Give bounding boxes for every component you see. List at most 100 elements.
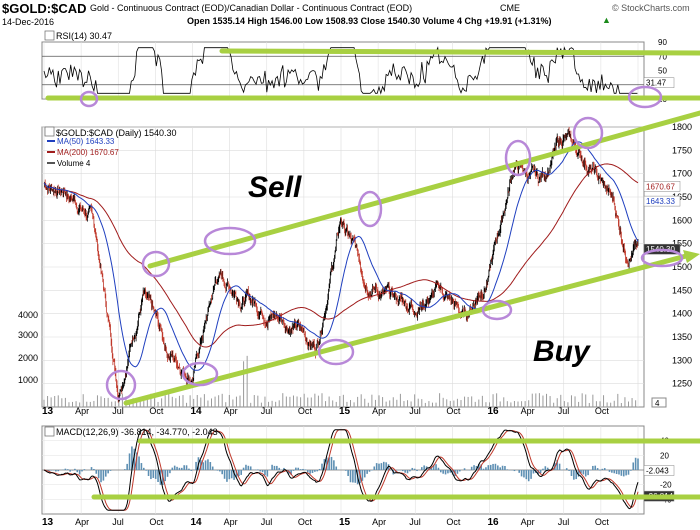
exchange-label: CME bbox=[500, 3, 520, 13]
price-y-tick-label: 1250 bbox=[672, 379, 692, 389]
rsi-y-tick-label: 90 bbox=[658, 38, 667, 47]
chart-symbol: $GOLD:$CAD bbox=[2, 1, 87, 16]
rsi-legend: RSI(14) 30.47 bbox=[56, 31, 112, 41]
price-panel: 1250 1300 1350 1400 1450 1500 1550 1600 1650 1700… bbox=[18, 122, 692, 417]
bottom-x-tick-label: Jul bbox=[112, 517, 124, 527]
buy-annotation: Buy bbox=[533, 335, 591, 368]
price-y-tick-label: 1450 bbox=[672, 285, 692, 295]
macd-legend: MACD(12,26,9) -36.814, -34.770, -2.043 bbox=[56, 427, 218, 437]
bottom-x-tick-label: Apr bbox=[75, 517, 89, 527]
price-y-tick-label: 1350 bbox=[672, 332, 692, 342]
price-x-tick-label: Jul bbox=[112, 406, 124, 416]
macd-y-tick-label: -20 bbox=[660, 481, 672, 490]
price-pivot-circle bbox=[504, 139, 532, 177]
volume-tick-label: 4000 bbox=[18, 310, 38, 320]
price-legend-title: $GOLD:$CAD (Daily) 1540.30 bbox=[56, 128, 177, 138]
bottom-x-tick-label: Oct bbox=[446, 517, 461, 527]
price-upper-channel bbox=[147, 110, 700, 269]
bottom-x-tick-label: Oct bbox=[149, 517, 164, 527]
macd-hist-last-value: -2.043 bbox=[646, 466, 669, 475]
volume-last-value: 4 bbox=[655, 399, 660, 408]
price-x-tick-label: Oct bbox=[446, 406, 461, 416]
volume-tick-label: 1000 bbox=[18, 375, 38, 385]
price-y-tick-label: 1800 bbox=[672, 122, 692, 132]
rsi-legend-toggle-icon bbox=[44, 30, 55, 41]
price-pivot-circle bbox=[640, 248, 684, 268]
chart-date: 14-Dec-2016 bbox=[2, 17, 55, 27]
price-pivot-circle bbox=[357, 190, 383, 228]
price-pivot-circle bbox=[203, 226, 257, 256]
price-x-tick-label: Jul bbox=[558, 406, 570, 416]
rsi-low-circle bbox=[79, 90, 99, 108]
price-x-tick-label: 13 bbox=[42, 406, 54, 417]
price-x-tick-label: Apr bbox=[224, 406, 238, 416]
ma50-last-value: 1643.33 bbox=[646, 197, 675, 206]
rsi-resistance-line bbox=[219, 48, 700, 56]
channel-arrow-icon bbox=[683, 250, 700, 263]
bottom-x-tick-label: Jul bbox=[409, 517, 421, 527]
bottom-x-tick-label: Apr bbox=[224, 517, 238, 527]
ma50-last-value-tag-bg bbox=[643, 195, 681, 207]
stockcharts-watermark: © StockCharts.com bbox=[612, 3, 690, 13]
ma200-last-value: 1670.67 bbox=[646, 182, 675, 191]
price-y-tick-label: 1500 bbox=[672, 262, 692, 272]
price-pivot-circle bbox=[481, 299, 513, 321]
price-x-tick-label: Apr bbox=[75, 406, 89, 416]
price-x-tick-label: Oct bbox=[595, 406, 610, 416]
price-x-tick-label: 15 bbox=[339, 406, 351, 417]
macd-line bbox=[43, 429, 639, 511]
bottom-x-tick-label: Oct bbox=[595, 517, 610, 527]
price-legend-entry: Volume 4 bbox=[57, 159, 91, 168]
price-pivot-circle bbox=[181, 361, 219, 387]
bottom-x-tick-label: Oct bbox=[298, 517, 313, 527]
price-pivot-circle bbox=[317, 338, 355, 366]
sell-annotation: Sell bbox=[248, 171, 302, 204]
volume-tick-label: 3000 bbox=[18, 330, 38, 340]
annotation-overlay: Sell Buy bbox=[45, 48, 700, 500]
price-x-tick-label: Jul bbox=[261, 406, 273, 416]
price-y-tick-label: 1700 bbox=[672, 169, 692, 179]
legend-toggle-icon bbox=[44, 126, 55, 137]
rsi-last-value: 31.47 bbox=[646, 79, 667, 88]
price-x-tick-label: Oct bbox=[149, 406, 164, 416]
price-y-tick-label: 1750 bbox=[672, 145, 692, 155]
volume-tick-label: 2000 bbox=[18, 353, 38, 363]
bottom-x-tick-label: 13 bbox=[42, 517, 54, 528]
price-y-tick-label: 1600 bbox=[672, 215, 692, 225]
price-x-tick-label: Jul bbox=[409, 406, 421, 416]
price-x-tick-label: Apr bbox=[521, 406, 535, 416]
bottom-x-tick-label: Jul bbox=[261, 517, 273, 527]
rsi-last-tag bbox=[643, 77, 675, 88]
macd-hist-last-tag bbox=[643, 465, 675, 476]
price-y-tick-label: 1550 bbox=[672, 239, 692, 249]
bottom-x-tick-label: Apr bbox=[372, 517, 386, 527]
rsi-line bbox=[43, 46, 638, 95]
macd-legend-toggle-icon bbox=[44, 426, 55, 437]
bottom-x-tick-label: Apr bbox=[521, 517, 535, 527]
price-legend-entry: MA(200) 1670.67 bbox=[57, 148, 119, 157]
price-x-tick-label: 16 bbox=[488, 406, 500, 417]
bottom-x-tick-label: 14 bbox=[191, 517, 203, 528]
price-x-tick-label: 14 bbox=[191, 406, 203, 417]
price-pivot-circle bbox=[105, 369, 137, 401]
price-x-tick-label: Apr bbox=[372, 406, 386, 416]
rsi-current-circle bbox=[627, 85, 663, 109]
price-pivot-circle bbox=[141, 250, 171, 278]
chart-description: Gold - Continuous Contract (EOD)/Canadia… bbox=[90, 3, 413, 13]
bottom-x-tick-label: 16 bbox=[488, 517, 500, 528]
price-lower-channel bbox=[123, 252, 693, 406]
volume-last-tag bbox=[651, 397, 667, 408]
bottom-x-tick-label: Jul bbox=[558, 517, 570, 527]
rsi-y-tick-label: 70 bbox=[658, 52, 667, 61]
macd-y-tick-label: 20 bbox=[660, 451, 669, 460]
ma50-line bbox=[43, 141, 639, 371]
volume-bars bbox=[43, 355, 637, 407]
ma200-last-value-tag-bg bbox=[643, 181, 681, 192]
rsi-y-tick-label: 50 bbox=[658, 67, 667, 76]
price-y-tick-label: 1400 bbox=[672, 309, 692, 319]
price-y-tick-label: 1650 bbox=[672, 192, 692, 202]
price-y-tick-label: 1300 bbox=[672, 355, 692, 365]
price-x-tick-label: Oct bbox=[298, 406, 313, 416]
